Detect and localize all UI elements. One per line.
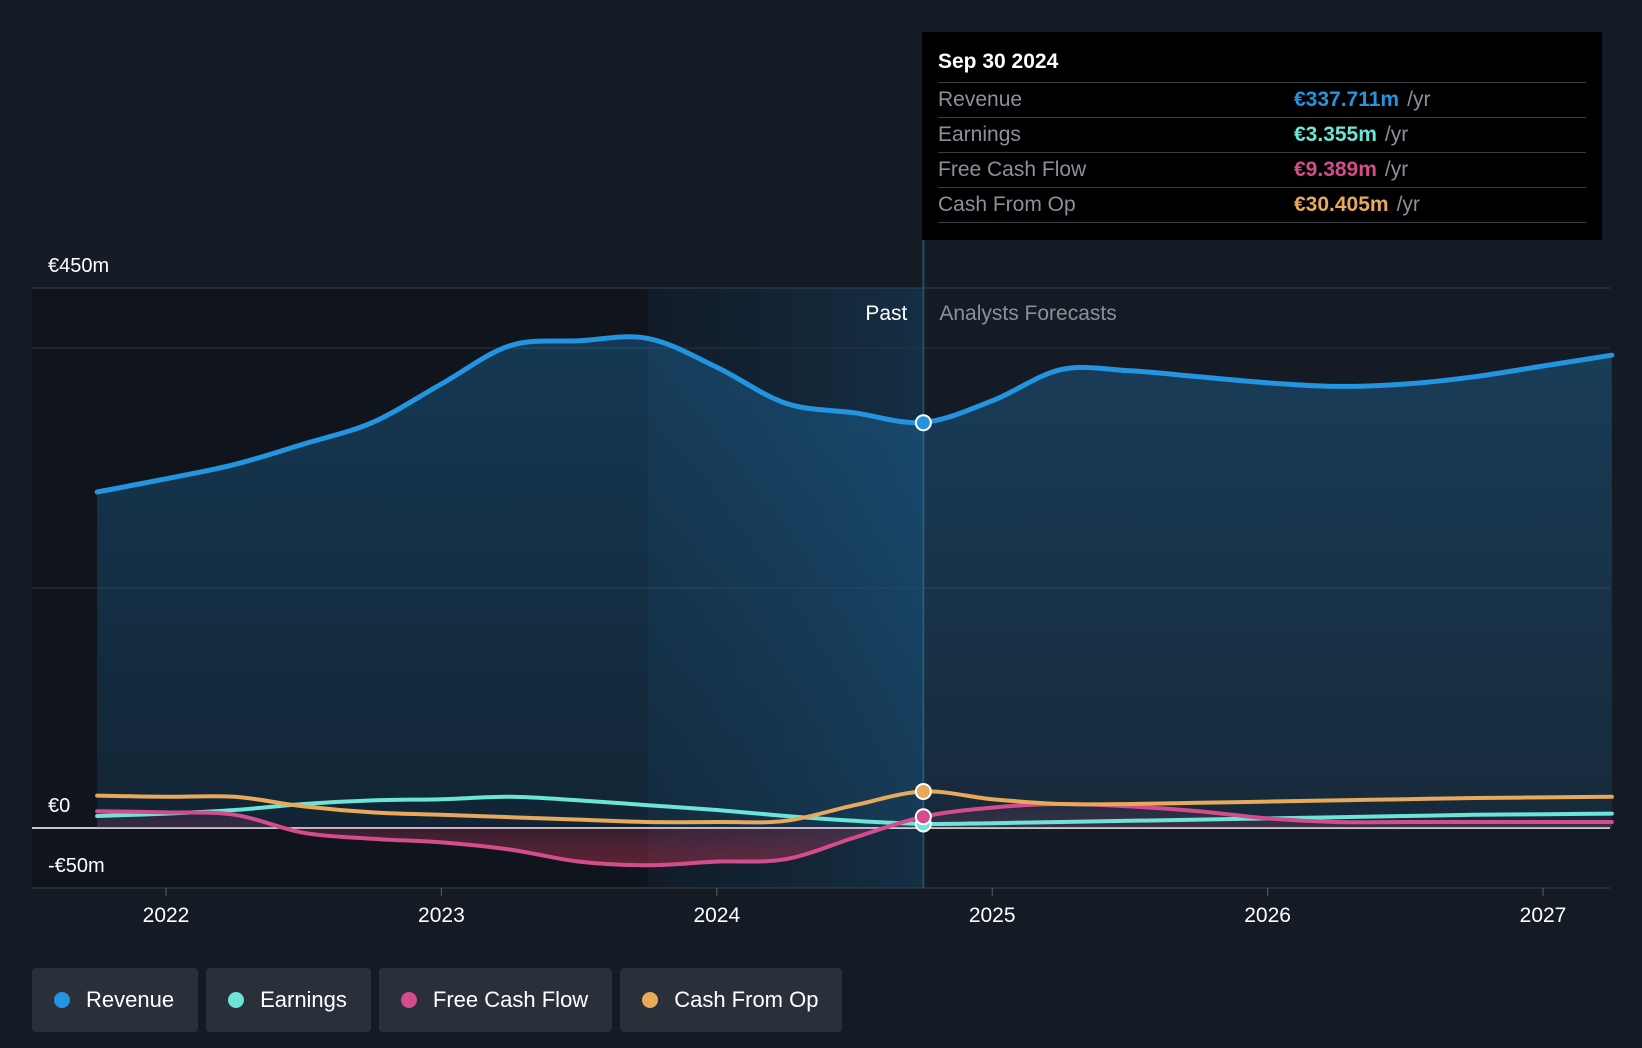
tooltip: Sep 30 2024 Revenue €337.711m /yr Earnin… xyxy=(922,32,1602,240)
earnings-line xyxy=(95,794,1614,827)
cash-from-op-marker xyxy=(914,783,932,801)
legend-label: Cash From Op xyxy=(674,987,819,1012)
tooltip-value: €3.355m xyxy=(1294,123,1377,146)
legend-dot-icon xyxy=(642,992,659,1008)
tooltip-label: Free Cash Flow xyxy=(938,158,1087,181)
legend-item-earnings[interactable]: Earnings xyxy=(206,968,371,1032)
legend-item-free-cash-flow[interactable]: Free Cash Flow xyxy=(378,968,613,1032)
tooltip-label: Revenue xyxy=(938,88,1023,111)
tooltip-unit: /yr xyxy=(1384,158,1409,181)
tooltip-value: €337.711m xyxy=(1294,88,1400,111)
y-tick-label: €450m xyxy=(48,255,109,277)
revenue-area xyxy=(97,336,1612,828)
free-cash-flow-marker xyxy=(914,808,932,826)
x-tick-label: 2026 xyxy=(1244,904,1291,927)
free-cash-flow-line xyxy=(95,801,1614,868)
tooltip-unit: /yr xyxy=(1407,88,1431,111)
legend: Revenue Earnings Free Cash Flow Cash Fro… xyxy=(32,968,850,1032)
tooltip-label: Earnings xyxy=(938,123,1021,146)
x-tick-label: 2027 xyxy=(1520,904,1567,927)
legend-item-cash-from-op[interactable]: Cash From Op xyxy=(620,968,843,1032)
legend-label: Revenue xyxy=(86,987,175,1012)
tooltip-row-revenue: Revenue €337.711m /yr xyxy=(938,82,1586,117)
cash-from-op-line xyxy=(95,789,1614,825)
revenue-line xyxy=(94,334,1615,495)
y-tick-label: €0 xyxy=(48,795,70,817)
legend-label: Earnings xyxy=(260,987,347,1012)
tooltip-value: €9.389m xyxy=(1294,158,1377,181)
x-tick-label: 2024 xyxy=(693,904,740,927)
legend-item-revenue[interactable]: Revenue xyxy=(32,968,199,1032)
past-label: Past xyxy=(865,302,907,325)
revenue-marker xyxy=(914,414,932,432)
forecast-label: Analysts Forecasts xyxy=(939,302,1116,325)
legend-dot-icon xyxy=(228,992,245,1008)
legend-dot-icon xyxy=(400,992,417,1008)
tooltip-unit: /yr xyxy=(1384,123,1409,146)
tooltip-row-cash-from-op: Cash From Op €30.405m /yr xyxy=(938,187,1586,223)
legend-label: Free Cash Flow xyxy=(432,987,589,1012)
tooltip-value: €30.405m xyxy=(1294,193,1389,216)
tooltip-date: Sep 30 2024 xyxy=(938,50,1059,73)
x-tick-label: 2023 xyxy=(418,904,465,927)
tooltip-unit: /yr xyxy=(1396,193,1420,216)
x-tick-label: 2022 xyxy=(143,904,190,927)
tooltip-row-earnings: Earnings €3.355m /yr xyxy=(938,117,1586,152)
tooltip-label: Cash From Op xyxy=(938,193,1076,216)
x-tick-label: 2025 xyxy=(969,904,1016,927)
legend-dot-icon xyxy=(54,992,70,1008)
y-tick-label: -€50m xyxy=(48,855,105,877)
tooltip-row-free-cash-flow: Free Cash Flow €9.389m /yr xyxy=(938,152,1586,187)
